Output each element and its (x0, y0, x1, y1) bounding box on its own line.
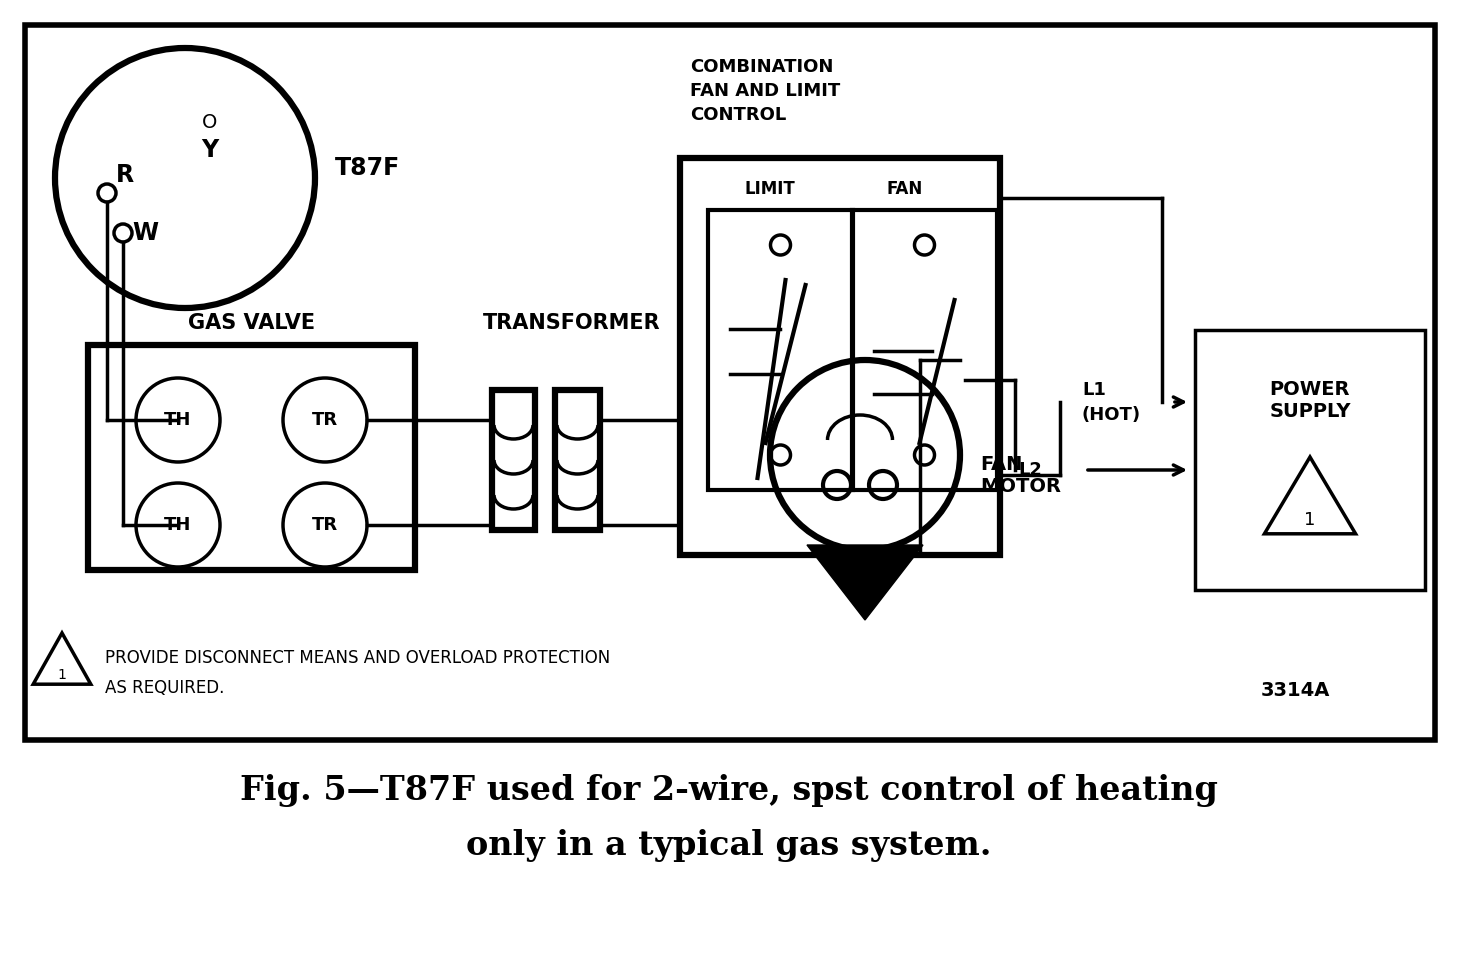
Text: 3314A: 3314A (1260, 680, 1330, 700)
Bar (25, 25, 1435, 740)
Text: FAN: FAN (886, 180, 923, 198)
Bar (555, 390, 601, 530)
Bar (491, 390, 535, 530)
Text: FAN
MOTOR: FAN MOTOR (980, 455, 1061, 496)
Text: (HOT): (HOT) (1082, 406, 1142, 424)
Text: COMBINATION: COMBINATION (690, 58, 834, 76)
Text: PROVIDE DISCONNECT MEANS AND OVERLOAD PROTECTION: PROVIDE DISCONNECT MEANS AND OVERLOAD PR… (105, 649, 611, 667)
Text: W: W (133, 221, 157, 245)
Text: POWER
SUPPLY: POWER SUPPLY (1270, 379, 1350, 420)
Text: Y: Y (201, 138, 219, 162)
Text: L2: L2 (1018, 461, 1042, 479)
Bar (1196, 330, 1424, 590)
Text: GAS VALVE: GAS VALVE (188, 313, 315, 333)
Text: only in a typical gas system.: only in a typical gas system. (467, 828, 991, 861)
Text: AS REQUIRED.: AS REQUIRED. (105, 679, 225, 697)
Text: Fig. 5—T87F used for 2-wire, spst control of heating: Fig. 5—T87F used for 2-wire, spst contro… (241, 773, 1217, 807)
Text: L1: L1 (1082, 381, 1105, 399)
Text: 1: 1 (57, 668, 67, 682)
Text: TH: TH (165, 411, 191, 429)
Text: R: R (117, 163, 134, 187)
Text: LIMIT: LIMIT (745, 180, 796, 198)
Bar (87, 345, 416, 570)
Text: TR: TR (312, 516, 338, 534)
Text: TH: TH (165, 516, 191, 534)
Text: TR: TR (312, 411, 338, 429)
Text: O: O (203, 114, 217, 132)
Polygon shape (806, 545, 923, 620)
Text: CONTROL: CONTROL (690, 106, 786, 124)
Bar (851, 210, 997, 490)
Text: TRANSFORMER: TRANSFORMER (483, 313, 660, 333)
Text: FAN AND LIMIT: FAN AND LIMIT (690, 82, 840, 100)
Bar (679, 158, 1000, 555)
Bar (709, 210, 853, 490)
Text: 1: 1 (1305, 511, 1315, 529)
Text: T87F: T87F (335, 156, 401, 180)
